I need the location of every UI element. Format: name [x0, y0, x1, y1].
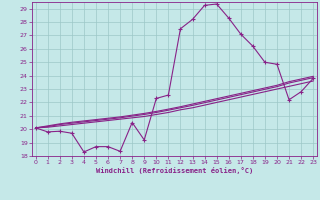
X-axis label: Windchill (Refroidissement éolien,°C): Windchill (Refroidissement éolien,°C)	[96, 167, 253, 174]
